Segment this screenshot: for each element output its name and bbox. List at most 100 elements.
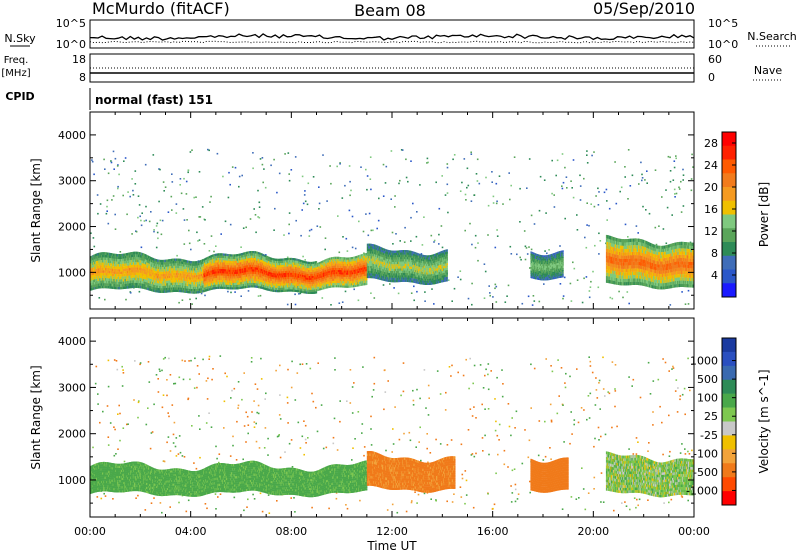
power-scatter-point: [405, 158, 407, 161]
power-echo-cell: [120, 269, 123, 272]
power-echo-cell: [144, 259, 146, 262]
power-scatter-point: [302, 202, 305, 205]
power-scatter-point: [252, 152, 254, 154]
power-scatter-point: [156, 222, 159, 225]
power-echo-cell: [146, 257, 148, 261]
power-scatter-point: [572, 261, 574, 264]
power-echo-cell: [108, 255, 110, 258]
power-scatter-point: [556, 159, 559, 162]
power-echo-cell: [146, 270, 148, 273]
power-echo-cell: [134, 275, 136, 278]
power-echo-cell: [135, 267, 138, 270]
power-scatter-point: [140, 219, 142, 222]
power-scatter-point: [509, 198, 511, 201]
power-echo-cell: [129, 272, 131, 276]
power-echo-cell: [95, 261, 97, 264]
power-echo-cell: [112, 268, 114, 272]
power-scatter-point: [385, 165, 388, 168]
nsky-traces: [89, 33, 695, 44]
power-echo-cell: [142, 265, 144, 269]
power-echo-cell: [114, 281, 116, 285]
power-scatter-point: [378, 197, 380, 200]
power-echo-cell: [140, 267, 142, 271]
power-scatter-point: [259, 294, 262, 297]
power-scatter-point: [561, 185, 563, 187]
power-echo-cell: [144, 254, 146, 257]
power-scatter-point: [301, 209, 303, 211]
power-scatter-point: [680, 211, 683, 213]
power-scatter-point: [198, 216, 200, 218]
power-scatter-point: [404, 226, 406, 229]
power-echo-cell: [108, 280, 110, 284]
power-echo-cell: [146, 267, 148, 270]
power-echo-cell: [108, 270, 110, 274]
power-scatter-point: [322, 154, 324, 156]
power-scatter-point: [304, 200, 307, 203]
power-echo-cell: [129, 267, 131, 271]
power-echo-cell: [135, 280, 138, 283]
power-echo-cell: [138, 277, 140, 281]
power-scatter-point: [405, 176, 408, 179]
power-echo-cell: [116, 264, 118, 267]
power-echo-cell: [120, 264, 123, 267]
power-scatter-point: [140, 224, 143, 227]
power-echo-cell: [99, 270, 101, 274]
power-scatter-point: [598, 232, 600, 235]
power-echo-cell: [142, 281, 144, 284]
power-echo-cell: [105, 254, 107, 258]
power-scatter-point: [669, 170, 672, 172]
nave-tick-top: 60: [708, 53, 722, 66]
power-scatter-point: [569, 282, 572, 285]
power-echo-cell: [90, 268, 92, 271]
power-scatter-point: [341, 197, 344, 199]
power-echo-cell: [105, 252, 107, 255]
power-scatter-point: [478, 182, 481, 185]
power-scatter-point: [691, 153, 693, 156]
power-echo-cell: [123, 284, 125, 287]
power-echo-cell: [134, 282, 136, 286]
power-echo-cell: [103, 257, 106, 260]
power-echo-cell: [134, 272, 136, 275]
power-echo-cell: [110, 275, 112, 279]
station-title: McMurdo (fitACF): [92, 0, 230, 18]
power-scatter-point: [573, 267, 576, 270]
power-scatter-point: [426, 162, 428, 164]
power-scatter-point: [106, 199, 109, 202]
power-echo-cell: [138, 257, 140, 260]
power-echo-cell: [103, 265, 106, 268]
power-echo-cell: [95, 279, 97, 282]
power-echo-cell: [138, 254, 140, 258]
power-scatter-point: [307, 182, 310, 185]
power-scatter-point: [116, 165, 119, 167]
power-scatter-point: [180, 192, 183, 195]
power-scatter-point: [438, 207, 441, 210]
power-scatter-point: [495, 202, 498, 205]
power-echo-cell: [120, 266, 123, 269]
power-echo-cell: [131, 277, 133, 281]
power-echo-cell: [123, 273, 125, 277]
power-scatter-point: [191, 303, 193, 305]
power-scatter-point: [524, 258, 527, 261]
power-echo-cell: [95, 271, 97, 275]
power-echo-cell: [97, 253, 99, 256]
power-scatter-point: [464, 193, 467, 196]
power-echo-cell: [118, 279, 121, 282]
power-echo-cell: [131, 270, 133, 273]
power-scatter-point: [673, 188, 676, 191]
power-echo-cell: [135, 264, 138, 268]
power-scatter-point: [424, 291, 426, 293]
power-scatter-point: [471, 243, 473, 246]
power-scatter-point: [261, 157, 264, 159]
power-scatter-point: [586, 202, 588, 204]
power-echo-cell: [146, 277, 148, 280]
power-scatter-point: [682, 168, 684, 171]
power-scatter-point: [114, 157, 117, 160]
power-scatter-point: [666, 206, 669, 209]
power-scatter-point: [114, 228, 117, 230]
power-echo-cell: [125, 286, 127, 289]
power-scatter-point: [400, 149, 403, 151]
power-scatter-point: [687, 289, 690, 292]
power-scatter-point: [138, 290, 141, 293]
power-scatter-point: [474, 234, 477, 237]
power-scatter-point: [519, 221, 521, 223]
